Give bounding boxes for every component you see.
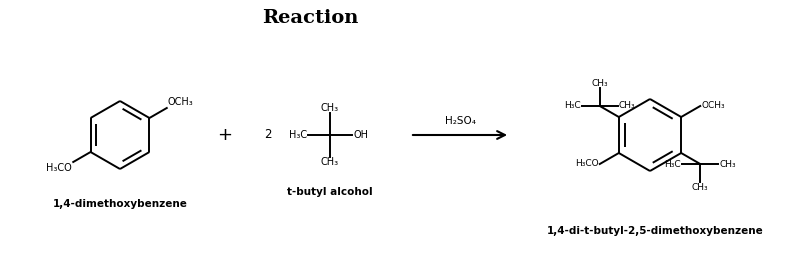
- Text: H₃C: H₃C: [564, 101, 581, 111]
- Text: H₃C: H₃C: [289, 130, 307, 140]
- Text: OH: OH: [353, 130, 368, 140]
- Text: 1,4-dimethoxybenzene: 1,4-dimethoxybenzene: [53, 199, 187, 209]
- Text: CH₃: CH₃: [321, 103, 339, 113]
- Text: Reaction: Reaction: [262, 9, 358, 27]
- Text: OCH₃: OCH₃: [702, 101, 725, 111]
- Text: CH₃: CH₃: [591, 79, 608, 87]
- Text: OCH₃: OCH₃: [168, 97, 194, 107]
- Text: H₂SO₄: H₂SO₄: [445, 116, 475, 126]
- Text: H₃C: H₃C: [665, 160, 682, 168]
- Text: 1,4-di-t-butyl-2,5-dimethoxybenzene: 1,4-di-t-butyl-2,5-dimethoxybenzene: [546, 226, 763, 236]
- Text: H₃CO: H₃CO: [575, 160, 598, 168]
- Text: CH₃: CH₃: [618, 101, 635, 111]
- Text: CH₃: CH₃: [321, 157, 339, 167]
- Text: CH₃: CH₃: [719, 160, 736, 168]
- Text: +: +: [218, 126, 233, 144]
- Text: t-butyl alcohol: t-butyl alcohol: [287, 187, 373, 197]
- Text: H₃CO: H₃CO: [46, 163, 72, 173]
- Text: 2: 2: [265, 129, 272, 141]
- Text: CH₃: CH₃: [692, 182, 709, 192]
